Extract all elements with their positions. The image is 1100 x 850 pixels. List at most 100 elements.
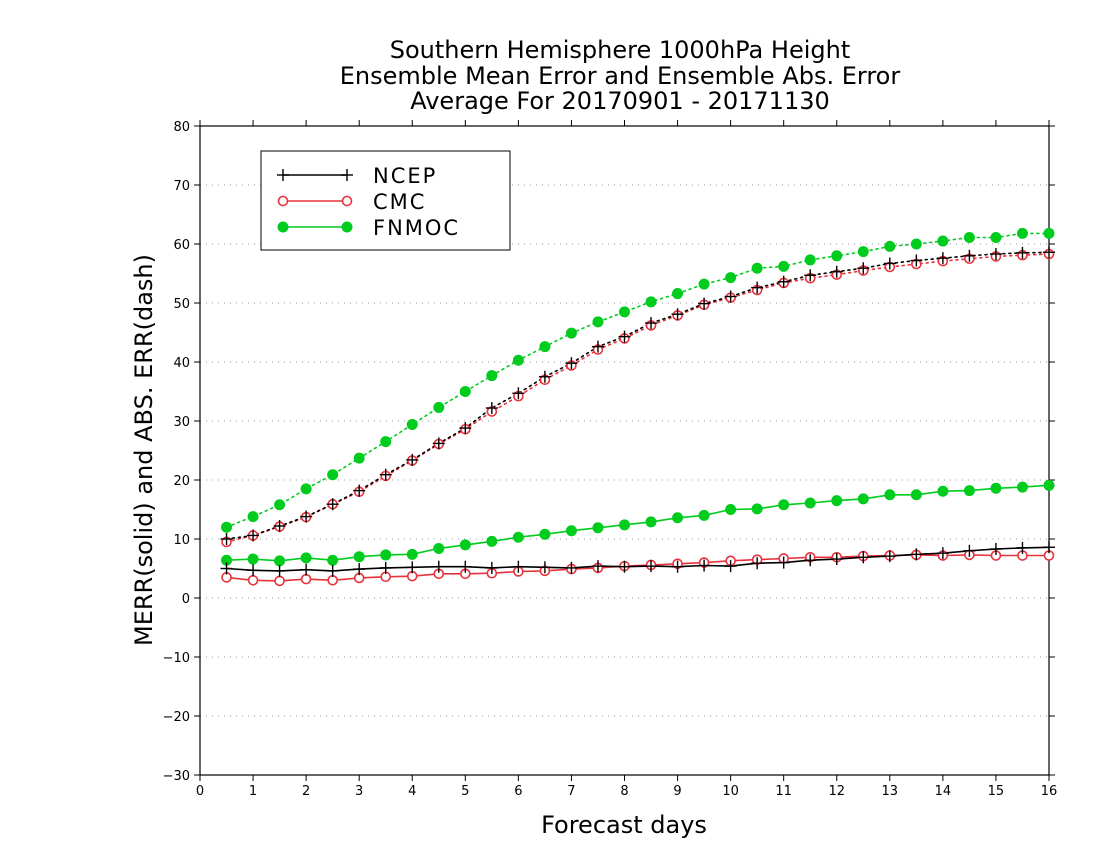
ncep-abs-err-point bbox=[777, 275, 790, 288]
ncep-abs-err-point bbox=[1043, 246, 1055, 259]
fnmoc-abs-err-point bbox=[751, 262, 763, 274]
legend-marker-fnmoc bbox=[277, 221, 289, 233]
x-tick-label: 15 bbox=[988, 784, 1005, 799]
ncep-abs-err-point bbox=[512, 387, 525, 400]
chart-title: Southern Hemisphere 1000hPa HeightEnsemb… bbox=[340, 36, 901, 115]
chart-title-line-1: Southern Hemisphere 1000hPa Height bbox=[390, 36, 850, 64]
series-markers bbox=[220, 227, 1055, 587]
fnmoc-abs-err-point bbox=[221, 521, 233, 533]
fnmoc-abs-err-point bbox=[672, 288, 684, 300]
fnmoc-merr-point bbox=[1043, 479, 1055, 491]
ncep-merr-point bbox=[989, 543, 1002, 556]
ncep-merr-point bbox=[963, 544, 976, 557]
fnmoc-abs-err-point bbox=[327, 469, 339, 481]
fnmoc-abs-err-point bbox=[512, 354, 524, 366]
ncep-abs-err-point bbox=[804, 269, 817, 282]
ncep-merr-point bbox=[804, 554, 817, 567]
x-tick-label: 13 bbox=[882, 784, 899, 799]
legend-marker-ncep bbox=[277, 169, 289, 181]
ncep-merr-point bbox=[883, 550, 896, 563]
fnmoc-merr-point bbox=[645, 516, 657, 528]
fnmoc-abs-err-point bbox=[274, 499, 286, 511]
fnmoc-abs-err-point bbox=[910, 238, 922, 250]
fnmoc-merr-point bbox=[247, 553, 259, 565]
fnmoc-abs-err-point bbox=[831, 250, 843, 262]
ncep-merr-point bbox=[459, 560, 472, 573]
ncep-merr-point bbox=[220, 562, 233, 575]
ncep-merr-point bbox=[910, 548, 923, 561]
ncep-abs-err-point bbox=[273, 520, 286, 533]
fnmoc-abs-err-point bbox=[565, 327, 577, 339]
ncep-abs-err-point bbox=[751, 281, 764, 294]
y-tick-label: −20 bbox=[163, 710, 190, 725]
y-tick-label: 30 bbox=[173, 415, 190, 430]
fnmoc-merr-point bbox=[857, 493, 869, 505]
y-tick-label: −30 bbox=[163, 769, 190, 784]
ncep-merr-point bbox=[379, 561, 392, 574]
legend-label-ncep: NCEP bbox=[373, 164, 437, 188]
fnmoc-abs-err-point bbox=[937, 235, 949, 247]
cmc-merr-line bbox=[226, 554, 1049, 582]
ncep-merr-point bbox=[1016, 541, 1029, 554]
fnmoc-merr-point bbox=[831, 495, 843, 507]
ncep-merr-point bbox=[830, 553, 843, 566]
ncep-merr-point bbox=[406, 561, 419, 574]
fnmoc-abs-err-point bbox=[406, 419, 418, 431]
fnmoc-abs-err-point bbox=[433, 401, 445, 413]
x-tick-label: 1 bbox=[249, 784, 257, 799]
fnmoc-abs-err-point bbox=[698, 278, 710, 290]
fnmoc-merr-point bbox=[486, 535, 498, 547]
y-tick-label: 50 bbox=[173, 297, 190, 312]
ncep-merr-point bbox=[777, 556, 790, 569]
ncep-abs-err-point bbox=[989, 248, 1002, 261]
x-tick-label: 4 bbox=[408, 784, 416, 799]
fnmoc-merr-point bbox=[698, 509, 710, 521]
fnmoc-merr-point bbox=[592, 522, 604, 534]
y-tick-label: 80 bbox=[173, 120, 190, 135]
x-tick-label: 2 bbox=[302, 784, 310, 799]
fnmoc-abs-err-point bbox=[459, 386, 471, 397]
x-tick-label: 5 bbox=[461, 784, 469, 799]
ncep-merr-point bbox=[538, 561, 551, 574]
fnmoc-abs-err-point bbox=[539, 341, 551, 353]
ncep-merr-point bbox=[645, 560, 658, 573]
fnmoc-abs-err-point bbox=[725, 272, 737, 284]
fnmoc-abs-err-point bbox=[592, 316, 604, 328]
ncep-merr-point bbox=[485, 561, 498, 574]
ncep-abs-err-point bbox=[618, 330, 631, 343]
fnmoc-abs-err-point bbox=[1016, 227, 1028, 239]
fnmoc-merr-point bbox=[672, 512, 684, 524]
fnmoc-merr-point bbox=[539, 528, 551, 540]
cmc-merr-point bbox=[247, 574, 259, 586]
x-axis-title: Forecast days bbox=[541, 811, 707, 839]
fnmoc-abs-err-point bbox=[380, 436, 392, 448]
fnmoc-merr-point bbox=[353, 551, 365, 563]
cmc-merr-point bbox=[327, 574, 338, 586]
fnmoc-abs-err-point bbox=[804, 254, 816, 266]
fnmoc-merr-point bbox=[327, 554, 339, 566]
fnmoc-abs-err-point bbox=[300, 483, 312, 495]
ncep-merr-point bbox=[565, 561, 578, 574]
ncep-merr-point bbox=[618, 560, 631, 573]
x-tick-label: 14 bbox=[935, 784, 952, 799]
ncep-abs-err-point bbox=[538, 370, 551, 383]
legend-marker-ncep bbox=[341, 169, 353, 181]
legend-label-fnmoc: FNMOC bbox=[373, 216, 460, 240]
x-tick-label: 8 bbox=[620, 784, 628, 799]
ncep-abs-err-point bbox=[671, 308, 684, 321]
x-tick-label: 10 bbox=[722, 784, 739, 799]
ncep-abs-err-point bbox=[220, 533, 233, 545]
legend-marker-cmc bbox=[277, 195, 289, 207]
fnmoc-merr-point bbox=[512, 531, 524, 543]
fnmoc-abs-err-point bbox=[778, 260, 790, 272]
gridlines bbox=[200, 184, 1049, 717]
ncep-abs-err-point bbox=[645, 317, 658, 330]
ncep-abs-err-point bbox=[591, 340, 604, 353]
x-tick-label: 12 bbox=[828, 784, 845, 799]
ncep-merr-point bbox=[591, 560, 604, 573]
fnmoc-merr-point bbox=[300, 552, 312, 564]
ncep-merr-point bbox=[432, 560, 445, 573]
fnmoc-merr-point bbox=[910, 489, 922, 501]
y-tick-label: 70 bbox=[173, 179, 190, 194]
